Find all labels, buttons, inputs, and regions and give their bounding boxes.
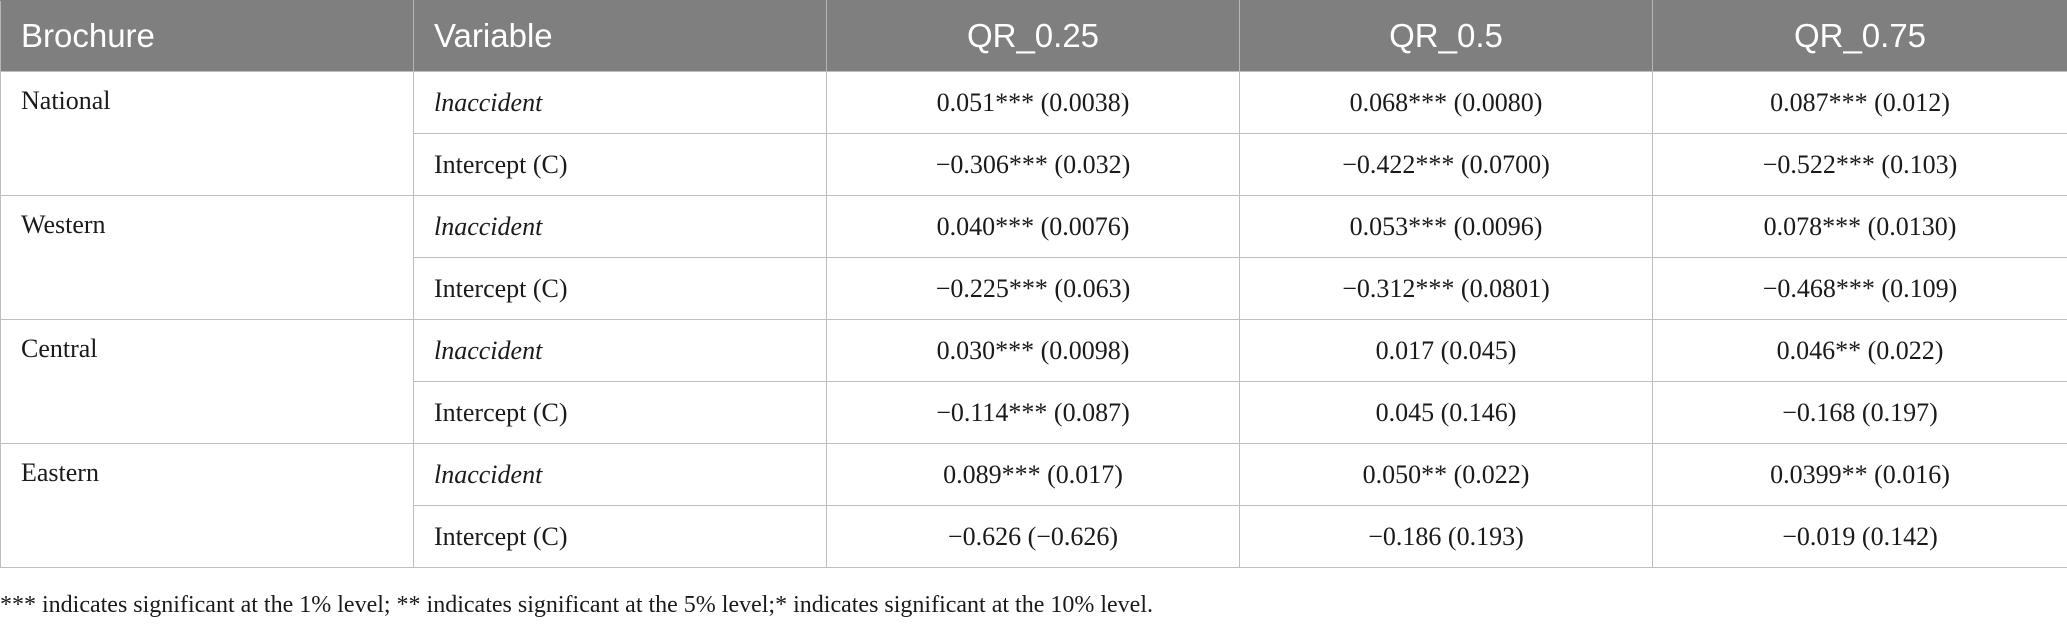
qr-0-5-cell: −0.422*** (0.0700) — [1239, 133, 1653, 196]
qr-0-5-cell: 0.053*** (0.0096) — [1239, 195, 1653, 258]
header-qr-0-5: QR_0.5 — [1239, 0, 1653, 72]
header-qr-0-75: QR_0.75 — [1652, 0, 2067, 72]
qr-0-5-cell: −0.186 (0.193) — [1239, 505, 1653, 568]
table-row: Intercept (C) −0.114*** (0.087) 0.045 (0… — [1, 381, 2067, 444]
qr-0-75-cell: −0.168 (0.197) — [1652, 381, 2067, 444]
qr-0-75-cell: −0.468*** (0.109) — [1652, 257, 2067, 320]
qr-0-5-cell: 0.050** (0.022) — [1239, 443, 1653, 506]
variable-cell: Intercept (C) — [413, 133, 827, 196]
qr-0-75-cell: −0.019 (0.142) — [1652, 505, 2067, 568]
table-row: National lnaccident 0.051*** (0.0038) 0.… — [0, 71, 2067, 196]
qr-0-25-cell: −0.114*** (0.087) — [826, 381, 1240, 444]
table-row: Intercept (C) −0.225*** (0.063) −0.312**… — [1, 257, 2067, 320]
variable-cell: lnaccident — [413, 319, 827, 382]
variable-cell: Intercept (C) — [413, 381, 827, 444]
variable-cell: lnaccident — [413, 443, 827, 506]
qr-0-25-cell: −0.306*** (0.032) — [826, 133, 1240, 196]
qr-0-75-cell: 0.087*** (0.012) — [1652, 71, 2067, 134]
table-footnote: *** indicates significant at the 1% leve… — [0, 592, 1153, 618]
qr-0-75-cell: 0.0399** (0.016) — [1652, 443, 2067, 506]
region-cell: Central — [0, 319, 414, 444]
header-row: Brochure Variable QR_0.25 QR_0.5 QR_0.75 — [0, 0, 2067, 72]
qr-0-5-cell: 0.068*** (0.0080) — [1239, 71, 1653, 134]
variable-cell: Intercept (C) — [413, 505, 827, 568]
variable-cell: Intercept (C) — [413, 257, 827, 320]
table-row: Eastern lnaccident 0.089*** (0.017) 0.05… — [0, 443, 2067, 568]
qr-0-5-cell: 0.045 (0.146) — [1239, 381, 1653, 444]
table-row: Intercept (C) −0.626 (−0.626) −0.186 (0.… — [1, 505, 2067, 568]
header-brochure: Brochure — [0, 0, 414, 72]
variable-cell: lnaccident — [413, 195, 827, 258]
region-cell: National — [0, 71, 414, 196]
qr-0-25-cell: 0.040*** (0.0076) — [826, 195, 1240, 258]
qr-0-25-cell: −0.626 (−0.626) — [826, 505, 1240, 568]
header-variable: Variable — [413, 0, 827, 72]
qr-0-5-cell: 0.017 (0.045) — [1239, 319, 1653, 382]
qr-0-75-cell: 0.078*** (0.0130) — [1652, 195, 2067, 258]
qr-0-25-cell: −0.225*** (0.063) — [826, 257, 1240, 320]
qr-0-5-cell: −0.312*** (0.0801) — [1239, 257, 1653, 320]
qr-0-25-cell: 0.030*** (0.0098) — [826, 319, 1240, 382]
header-qr-0-25: QR_0.25 — [826, 0, 1240, 72]
qr-0-75-cell: 0.046** (0.022) — [1652, 319, 2067, 382]
results-table: Brochure Variable QR_0.25 QR_0.5 QR_0.75… — [0, 0, 2067, 568]
qr-0-25-cell: 0.051*** (0.0038) — [826, 71, 1240, 134]
variable-cell: lnaccident — [413, 71, 827, 134]
table-row: Central lnaccident 0.030*** (0.0098) 0.0… — [0, 319, 2067, 444]
qr-0-75-cell: −0.522*** (0.103) — [1652, 133, 2067, 196]
region-cell: Eastern — [0, 443, 414, 568]
region-cell: Western — [0, 195, 414, 320]
qr-0-25-cell: 0.089*** (0.017) — [826, 443, 1240, 506]
table-row: Western lnaccident 0.040*** (0.0076) 0.0… — [0, 195, 2067, 320]
